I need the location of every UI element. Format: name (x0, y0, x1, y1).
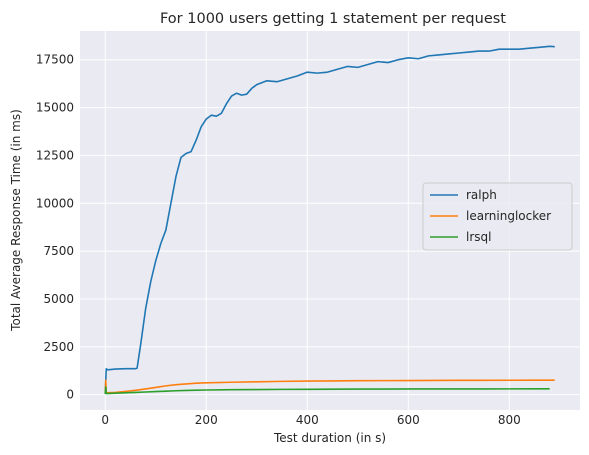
legend: ralph learninglocker lrsql (422, 182, 573, 251)
x-tick-label: 600 (397, 413, 420, 427)
legend-label-ralph: ralph (466, 188, 497, 202)
y-tick-label: 17500 (36, 53, 74, 67)
legend-label-lrsql: lrsql (466, 230, 491, 244)
legend-label-learninglocker: learninglocker (466, 209, 551, 223)
series-line-lrsql (104, 386, 550, 395)
x-axis-label: Test duration (in s) (273, 431, 386, 445)
y-tick-label: 0 (66, 388, 74, 402)
y-tick-label: 10000 (36, 196, 74, 210)
y-tick-label: 2500 (43, 340, 74, 354)
x-tick-label: 400 (296, 413, 319, 427)
x-tick-label: 0 (101, 413, 109, 427)
y-tick-label: 5000 (43, 292, 74, 306)
x-tick-labels: 0 200 400 600 800 (101, 413, 520, 427)
series-layer (104, 45, 555, 395)
legend-box (422, 182, 573, 251)
y-tick-label: 7500 (43, 244, 74, 258)
y-tick-labels: 0 2500 5000 7500 10000 12500 15000 17500 (36, 53, 74, 402)
series-line-ralph (104, 45, 555, 393)
chart-title: For 1000 users getting 1 statement per r… (160, 11, 506, 27)
y-tick-label: 15000 (36, 101, 74, 115)
y-tick-label: 12500 (36, 148, 74, 162)
x-tick-label: 200 (195, 413, 218, 427)
x-tick-label: 800 (498, 413, 521, 427)
y-axis-label: Total Average Response Time (in ms) (9, 109, 23, 332)
series-line-learninglocker (104, 379, 555, 394)
